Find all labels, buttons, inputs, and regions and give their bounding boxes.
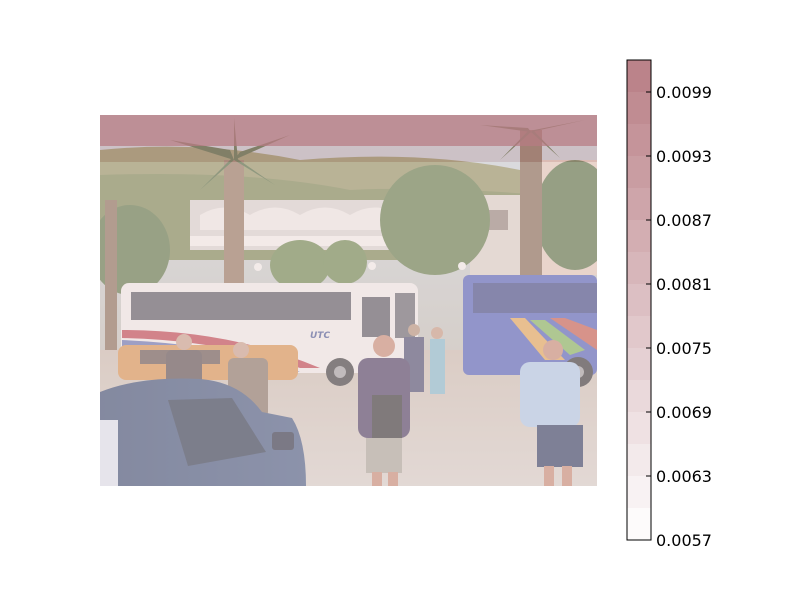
colorbar-segment: [627, 156, 651, 188]
heatmap-cell: [100, 146, 597, 162]
blue-car: [100, 378, 306, 486]
colorbar-tick-label: 0.0087: [656, 211, 712, 230]
bus-logo: UTC: [310, 331, 330, 341]
colorbar-segment: [627, 508, 651, 540]
colorbar-tick-label: 0.0093: [656, 147, 712, 166]
colorbar-tick-label: 0.0057: [656, 531, 712, 550]
colorbar-segment: [627, 252, 651, 284]
heatmap-axes: UTC: [100, 115, 597, 486]
colorbar-segment: [627, 316, 651, 348]
colorbar-segment: [627, 188, 651, 220]
street-scene-photo: UTC: [100, 115, 597, 486]
colorbar-frame: [626, 59, 652, 541]
colorbar-tick-label: 0.0063: [656, 467, 712, 486]
colorbar-segment: [627, 124, 651, 156]
colorbar-segments: [627, 60, 651, 540]
colorbar-tick-label: 0.0099: [656, 83, 712, 102]
heatmap-cell: [100, 162, 597, 486]
heatmap-overlay: [100, 115, 597, 486]
colorbar-segment: [627, 284, 651, 316]
colorbar-tick-label: 0.0075: [656, 339, 712, 358]
colorbar-tick-label: 0.0081: [656, 275, 712, 294]
colorbar-segment: [627, 348, 651, 380]
colorbar-ticks: 0.0057 0.0063 0.0069 0.0075 0.0081 0.0087 0.00…: [646, 83, 712, 550]
colorbar-segment: [627, 92, 651, 124]
colorbar-segment: [627, 444, 651, 476]
colorbar: 0.0057 0.0063 0.0069 0.0075 0.0081 0.0087 0.00…: [626, 59, 712, 550]
colorbar-segment: [627, 412, 651, 444]
colorbar-tick-label: 0.0069: [656, 403, 712, 422]
colorbar-segment: [627, 60, 651, 92]
colorbar-segment: [627, 380, 651, 412]
blue-bus: [463, 275, 597, 387]
colorbar-segment: [627, 220, 651, 252]
colorbar-segment: [627, 476, 651, 508]
heatmap-cell: [100, 115, 597, 146]
